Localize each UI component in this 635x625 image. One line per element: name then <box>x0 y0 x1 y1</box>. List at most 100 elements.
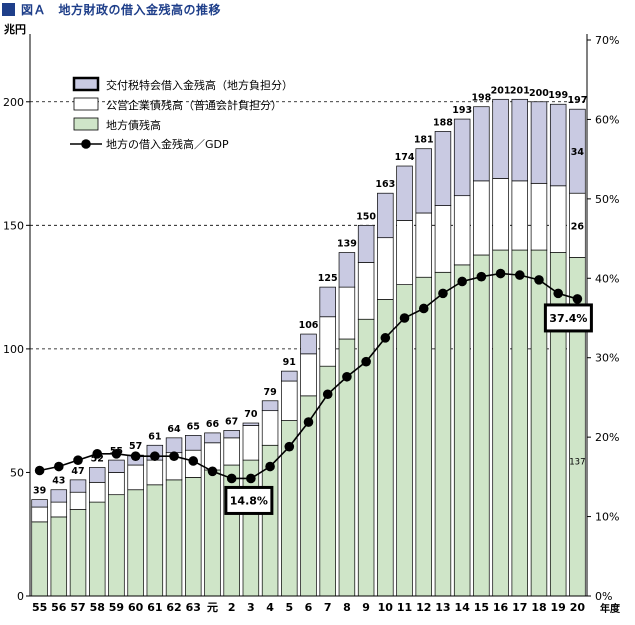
bar-segment <box>88 481 106 503</box>
gdp-ratio-point <box>476 271 487 282</box>
bar-segment <box>549 103 567 187</box>
bar-segment <box>473 180 490 256</box>
x-tick-label: 4 <box>266 601 274 614</box>
title-square-icon <box>2 2 15 16</box>
bar-total-label: 201 <box>510 85 530 96</box>
bar-total-label: 174 <box>395 152 415 163</box>
bar-total-label: 66 <box>206 419 220 430</box>
bar-segment <box>530 249 548 597</box>
bar-segment <box>300 333 317 355</box>
x-tick-label: 17 <box>512 601 527 614</box>
bar-segment <box>204 432 221 444</box>
right-tick-label: 10% <box>595 511 619 524</box>
bar-segment <box>492 98 509 179</box>
gdp-ratio-point <box>130 451 141 462</box>
x-tick-label: 62 <box>166 601 181 614</box>
gdp-ratio-point <box>361 356 371 367</box>
bar-total-label: 65 <box>187 421 200 432</box>
legend-label: 交付税特会借入金残高（地方負担分） <box>106 78 293 92</box>
callout-label: 14.8% <box>230 494 268 507</box>
legend-label: 地方の借入金残高／GDP <box>106 137 229 151</box>
gdp-ratio-point <box>495 268 506 279</box>
legend-swatch <box>73 97 99 111</box>
left-tick-label: 200 <box>3 96 24 109</box>
x-tick-label: 3 <box>247 601 255 614</box>
right-tick-label: 20% <box>595 431 619 444</box>
bar-segment <box>69 509 87 597</box>
x-tick-label: 15 <box>474 601 489 614</box>
legend-line-marker <box>81 139 91 149</box>
bar-segment <box>146 484 164 597</box>
left-tick-label: 150 <box>3 219 24 232</box>
bar-segment <box>377 237 394 300</box>
gdp-ratio-point <box>284 441 295 452</box>
bar-segment <box>473 106 490 182</box>
left-axis-unit: 兆円 <box>4 22 26 36</box>
bar-segment <box>511 180 529 251</box>
bar-total-label: 67 <box>225 416 238 427</box>
bar-segment <box>396 220 413 285</box>
bar-segment <box>88 467 106 483</box>
bar-segment <box>50 516 68 597</box>
left-tick-label: 100 <box>3 343 24 356</box>
bar-segment <box>357 262 375 320</box>
x-tick-label: 56 <box>51 601 67 614</box>
bar-segment <box>108 472 125 496</box>
bar-total-label: 125 <box>318 273 338 284</box>
bar-segment <box>434 271 452 597</box>
bar-segment <box>511 249 529 597</box>
x-tick-label: 58 <box>90 601 105 614</box>
gdp-ratio-point <box>73 455 83 465</box>
bar-segment <box>492 249 509 597</box>
x-tick-label: 6 <box>305 601 313 614</box>
bar-segment <box>204 442 221 471</box>
bar-segment <box>415 276 432 597</box>
x-tick-label: 元 <box>207 601 218 614</box>
right-tick-label: 30% <box>595 352 619 365</box>
bar-segment <box>127 489 144 597</box>
bar-total-label: 47 <box>71 466 84 477</box>
bar-total-label: 193 <box>452 105 472 116</box>
gdp-ratio-point <box>399 313 410 323</box>
left-tick-label: 50 <box>10 466 24 479</box>
gdp-ratio-point <box>54 461 64 472</box>
bar-segment <box>453 118 471 197</box>
segment-label-bottom: 137 <box>569 458 585 468</box>
gdp-ratio-point <box>514 270 525 280</box>
x-tick-label: 16 <box>493 601 509 614</box>
legend-label: 公営企業債残高（普通会計負担分） <box>106 98 282 112</box>
right-tick-label: 0% <box>595 590 612 603</box>
bar-segment <box>453 195 471 266</box>
bar-total-label: 163 <box>375 179 395 190</box>
bar-segment <box>185 477 202 597</box>
gdp-ratio-point <box>188 456 199 466</box>
gdp-ratio-point <box>342 371 352 382</box>
x-tick-label: 11 <box>397 601 412 614</box>
x-tick-label: 61 <box>147 601 162 614</box>
gdp-ratio-point <box>226 473 237 484</box>
bar-segment <box>319 365 336 597</box>
bar-segment <box>31 521 48 597</box>
bar-segment <box>319 316 336 367</box>
bar-segment <box>50 489 68 503</box>
bar-segment <box>300 353 317 397</box>
x-tick-label: 59 <box>109 601 124 614</box>
bar-segment <box>242 422 260 426</box>
bar-segment <box>453 264 471 597</box>
bar-segment <box>223 437 240 466</box>
gdp-ratio-point <box>207 466 218 477</box>
bar-segment <box>146 459 164 486</box>
right-tick-label: 60% <box>595 113 619 126</box>
x-tick-label: 63 <box>186 601 201 614</box>
bar-segment <box>396 284 413 597</box>
bar-segment <box>415 148 432 214</box>
bar-segment <box>261 400 279 412</box>
legend-swatch <box>73 117 99 131</box>
bar-total-label: 197 <box>567 95 587 106</box>
bar-total-label: 61 <box>148 431 161 442</box>
bar-segment <box>281 370 298 382</box>
gdp-ratio-point <box>553 288 563 299</box>
gdp-ratio-point <box>92 449 103 459</box>
gdp-ratio-point <box>418 303 429 314</box>
gdp-ratio-point <box>150 451 160 462</box>
